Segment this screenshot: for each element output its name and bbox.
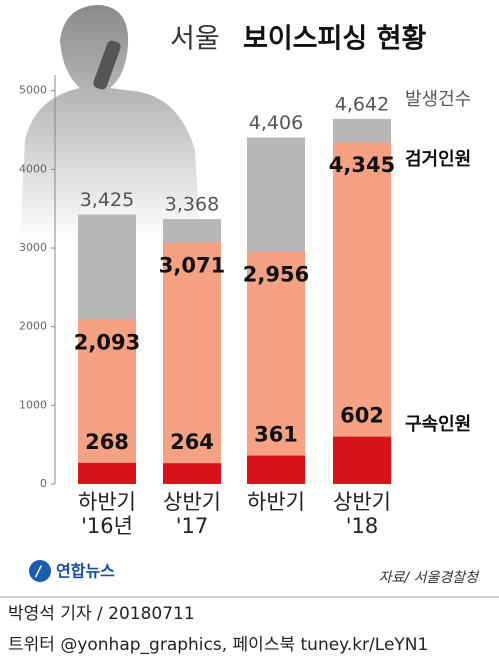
legend-label: 구속인원 [405,414,471,435]
y-tick-label: 5000 [19,84,47,97]
legend-label: 검거인원 [405,149,471,170]
y-tick-label: 2000 [19,320,47,333]
sns: 트위터 @yonhap_graphics, 페이스북 tuney.kr/LeYN… [8,635,428,655]
chart-title: 보이스피싱 현황 [243,24,426,55]
logo: 연합뉴스 [56,562,115,581]
value-label: 361 [254,423,298,447]
bar [247,455,305,484]
x-tick-label: 하반기 '16년 [78,490,136,538]
value-label: 2,956 [243,262,309,286]
chart-title: 서울 [170,24,220,55]
bar [163,242,221,484]
x-tick-label: 하반기 [247,490,305,514]
logo-icon [29,560,51,582]
bar [247,251,305,484]
value-label: 2,093 [74,330,140,354]
silhouette [20,5,200,240]
y-tick-label: 1000 [19,398,47,411]
y-tick-label: 3000 [19,241,47,254]
bar [333,142,391,485]
x-tick-label: 상반기 '17 [163,490,221,538]
bar [333,436,391,484]
value-label: 3,425 [80,189,134,211]
value-label: 4,642 [335,93,389,115]
y-tick-label: 0 [40,477,47,490]
logo-mark: / [34,564,43,580]
bar [78,319,136,484]
value-label: 3,071 [159,253,225,277]
value-label: 602 [340,404,384,428]
value-label: 264 [170,430,214,454]
source: 자료/ 서울경찰청 [379,570,480,586]
value-label: 268 [85,430,129,454]
x-tick-label: 상반기 '18 [333,490,391,538]
value-label: 4,345 [329,153,395,177]
value-label: 3,368 [165,194,219,216]
y-tick-label: 4000 [19,162,47,175]
bar [78,462,136,484]
byline: 박영석 기자 / 20180711 [8,604,195,624]
value-label: 4,406 [249,112,303,134]
bar [163,463,221,484]
legend-label: 발생건수 [405,89,471,110]
phone [93,40,121,90]
